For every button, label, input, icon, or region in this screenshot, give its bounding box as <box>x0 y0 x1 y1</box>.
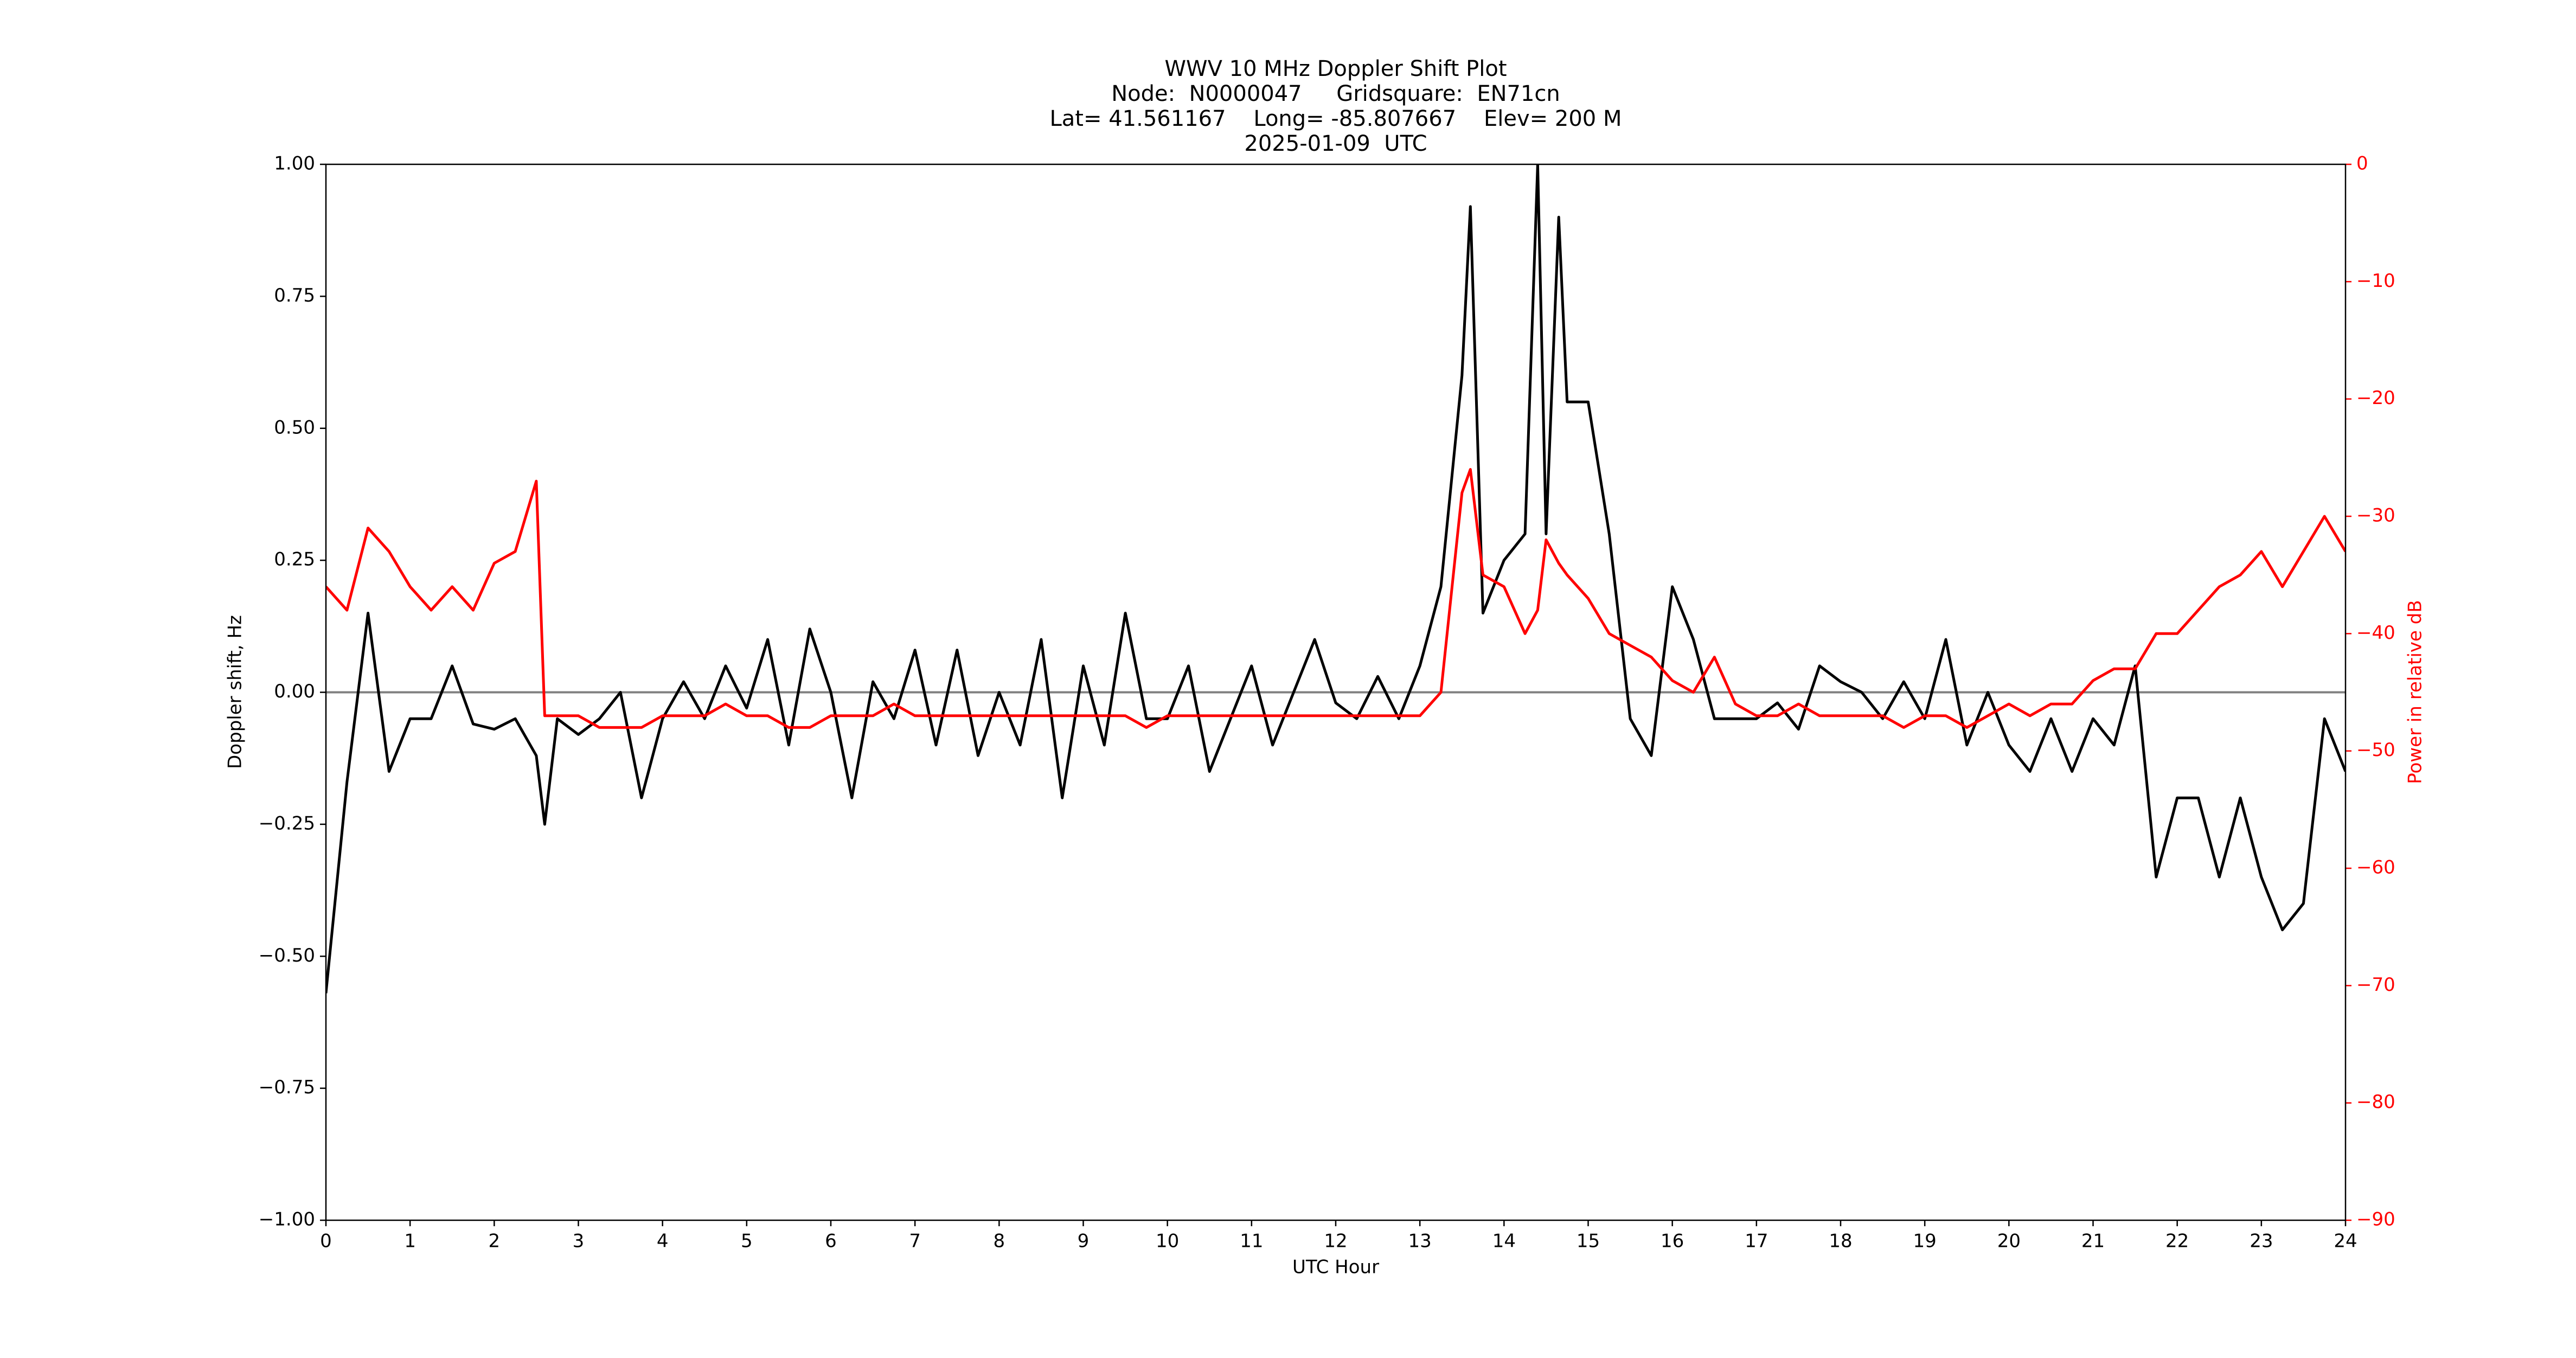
x-tick-label: 6 <box>825 1231 837 1252</box>
y-tick-label: 0.50 <box>274 417 315 438</box>
chart-subtitle: Node: N0000047 Gridsquare: EN71cn <box>1111 81 1560 106</box>
x-tick-label: 24 <box>2334 1231 2357 1252</box>
x-tick-label: 3 <box>573 1231 585 1252</box>
x-tick-label: 11 <box>1240 1231 1263 1252</box>
y2-tick-label: −80 <box>2356 1091 2395 1113</box>
y-tick-label: −0.25 <box>259 812 315 834</box>
y-tick-label: 1.00 <box>274 153 315 175</box>
chart-subtitle: 2025-01-09 UTC <box>1244 131 1427 156</box>
y-axis-label: Doppler shift, Hz <box>225 615 246 769</box>
x-tick-label: 13 <box>1408 1231 1432 1252</box>
x-tick-label: 7 <box>909 1231 921 1252</box>
x-tick-label: 2 <box>489 1231 501 1252</box>
y2-tick-label: −50 <box>2356 739 2395 761</box>
y2-axis-label: Power in relative dB <box>2405 600 2426 784</box>
x-tick-label: 17 <box>1745 1231 1768 1252</box>
y2-tick-label: −40 <box>2356 622 2395 644</box>
x-tick-label: 0 <box>320 1231 332 1252</box>
y2-tick-label: −30 <box>2356 505 2395 527</box>
y2-tick-label: 0 <box>2356 153 2368 175</box>
x-tick-label: 1 <box>404 1231 416 1252</box>
x-tick-label: 15 <box>1577 1231 1600 1252</box>
x-tick-label: 12 <box>1324 1231 1347 1252</box>
plot-frame <box>325 163 2347 1221</box>
x-axis-label: UTC Hour <box>1292 1257 1379 1278</box>
y-tick-label: −0.75 <box>259 1077 315 1098</box>
chart-subtitle: Lat= 41.561167 Long= -85.807667 Elev= 20… <box>1050 106 1622 131</box>
y-tick-label: 0.25 <box>274 549 315 571</box>
y-tick-label: 0.00 <box>274 681 315 702</box>
x-tick-label: 5 <box>741 1231 753 1252</box>
y2-tick-label: −70 <box>2356 974 2395 996</box>
x-tick-label: 10 <box>1156 1231 1179 1252</box>
x-tick-label: 14 <box>1492 1231 1516 1252</box>
x-tick-label: 8 <box>994 1231 1005 1252</box>
x-tick-label: 9 <box>1078 1231 1090 1252</box>
x-tick-label: 18 <box>1829 1231 1852 1252</box>
y-tick-label: −0.50 <box>259 945 315 966</box>
data-line <box>326 468 2346 729</box>
y2-tick-label: −10 <box>2356 270 2395 292</box>
x-tick-label: 16 <box>1661 1231 1684 1252</box>
x-tick-label: 22 <box>2165 1231 2189 1252</box>
y2-tick-label: −20 <box>2356 387 2395 409</box>
x-tick-label: 19 <box>1913 1231 1937 1252</box>
y2-tick-label: −90 <box>2356 1209 2395 1231</box>
data-line <box>326 164 2346 994</box>
x-tick-label: 4 <box>657 1231 669 1252</box>
y-tick-label: 0.75 <box>274 285 315 306</box>
x-tick-label: 23 <box>2250 1231 2273 1252</box>
x-tick-label: 21 <box>2081 1231 2105 1252</box>
y-tick-label: −1.00 <box>259 1209 315 1231</box>
x-tick-label: 20 <box>1997 1231 2021 1252</box>
y2-tick-label: −60 <box>2356 857 2395 879</box>
chart-title: WWV 10 MHz Doppler Shift Plot <box>1164 56 1507 81</box>
